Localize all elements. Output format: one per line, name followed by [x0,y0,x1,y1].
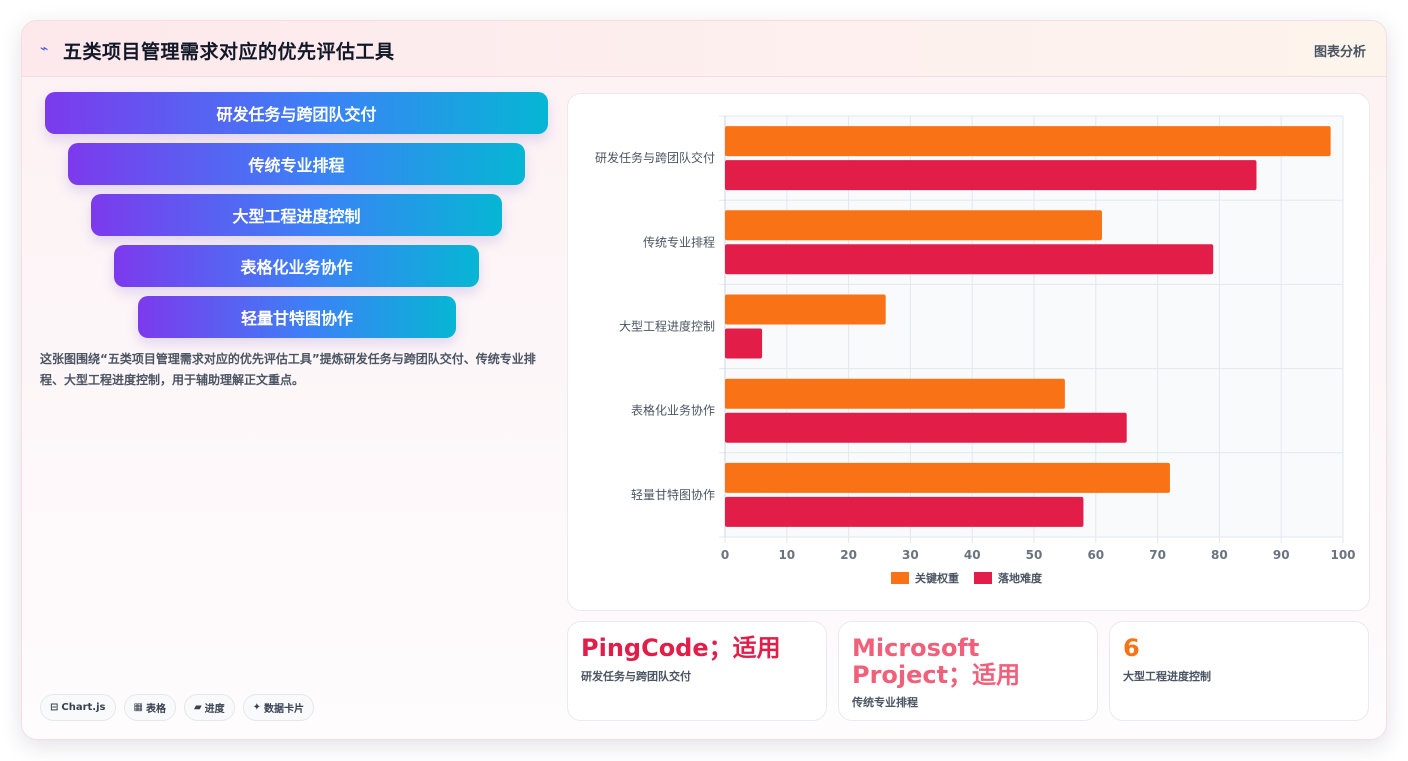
x-tick-label: 80 [1211,548,1228,562]
stat-value: 6 [1123,634,1140,662]
bar-difficulty [725,244,1214,275]
stat-value: Microsoft Project；适用 [852,634,1021,689]
bar-key-weight [725,126,1331,157]
stat-label: 研发任务与跨团队交付 [581,670,691,683]
funnel-item-4: 表格化业务协作 [114,245,479,287]
tag-label: Chart.js [61,702,106,713]
chart-line-icon: ⌁ [40,41,49,57]
funnel-item-5: 轻量甘特图协作 [138,296,456,338]
bar-difficulty [725,328,763,359]
bar-key-weight [725,378,1065,409]
bar-key-weight [725,462,1170,493]
legend-label: 关键权重 [915,571,959,585]
tag-label: 数据卡片 [264,704,305,715]
description-text: 这张图围绕“五类项目管理需求对应的优先评估工具”提炼研发任务与跨团队交付、传统专… [40,352,536,387]
x-tick-label: 60 [1087,548,1104,562]
bar-difficulty [725,160,1257,191]
y-tick-label: 大型工程进度控制 [619,319,715,334]
stat-value: PingCode；适用 [581,634,781,662]
tag-table[interactable]: ▦ 表格 [123,694,176,721]
legend-swatch [974,572,992,584]
x-tick-label: 100 [1330,548,1355,562]
tag-data-card[interactable]: ✦ 数据卡片 [242,694,315,721]
y-tick-label: 研发任务与跨团队交付 [595,150,715,165]
tag-label: 进度 [204,704,225,715]
tag-label: 表格 [145,704,166,715]
x-tick-label: 70 [1149,548,1166,562]
chart-panel: 0 10 20 30 40 50 60 70 80 90 100 研发任务与跨团队交付传统专业排程大型… [567,93,1370,611]
chart-icon: ⊟ [50,702,59,713]
stat-label: 大型工程进度控制 [1123,670,1211,683]
funnel-item-2: 传统专业排程 [68,143,525,185]
stat-card-2: Microsoft Project；适用 传统专业排程 [838,621,1098,721]
funnel-item-3: 大型工程进度控制 [91,194,502,236]
x-tick-label: 0 [721,548,729,562]
stat-card-3: 6 大型工程进度控制 [1109,621,1369,721]
bar-key-weight [725,294,886,325]
tag-list: ⊟ Chart.js ▦ 表格 ▰ 进度 ✦ 数据卡片 [40,694,315,721]
header-bar: ⌁ 五类项目管理需求对应的优先评估工具 图表分析 [22,21,1386,77]
chart-analysis-label: 图表分析 [1313,45,1366,60]
page-title: 五类项目管理需求对应的优先评估工具 [63,41,395,63]
bar-difficulty [725,496,1084,527]
stat-card-1: PingCode；适用 研发任务与跨团队交付 [567,621,827,721]
tag-chartjs[interactable]: ⊟ Chart.js [40,694,116,721]
legend-swatch [891,572,909,584]
legend-label: 落地难度 [998,571,1043,585]
table-icon: ▦ [133,702,143,713]
x-tick-label: 10 [778,548,795,562]
progress-icon: ▰ [193,702,202,713]
x-tick-label: 30 [902,548,919,562]
stat-label: 传统专业排程 [852,696,918,709]
main-card: ⌁ 五类项目管理需求对应的优先评估工具 图表分析 研发任务与跨团队交付 传统专业… [21,20,1387,740]
x-tick-label: 90 [1273,548,1290,562]
tag-progress[interactable]: ▰ 进度 [183,694,235,721]
x-tick-label: 40 [964,548,981,562]
sparkle-icon: ✦ [252,702,262,713]
y-tick-label: 轻量甘特图协作 [631,487,715,502]
bar-difficulty [725,412,1127,443]
bar-chart: 0 10 20 30 40 50 60 70 80 90 100 研发任务与跨团队交付传统专业排程大型… [595,115,1356,585]
funnel-item-1: 研发任务与跨团队交付 [45,92,548,134]
y-tick-label: 传统专业排程 [643,234,715,249]
x-tick-label: 50 [1026,548,1043,562]
bar-key-weight [725,210,1102,241]
y-tick-label: 表格化业务协作 [631,403,715,418]
x-tick-label: 20 [840,548,857,562]
